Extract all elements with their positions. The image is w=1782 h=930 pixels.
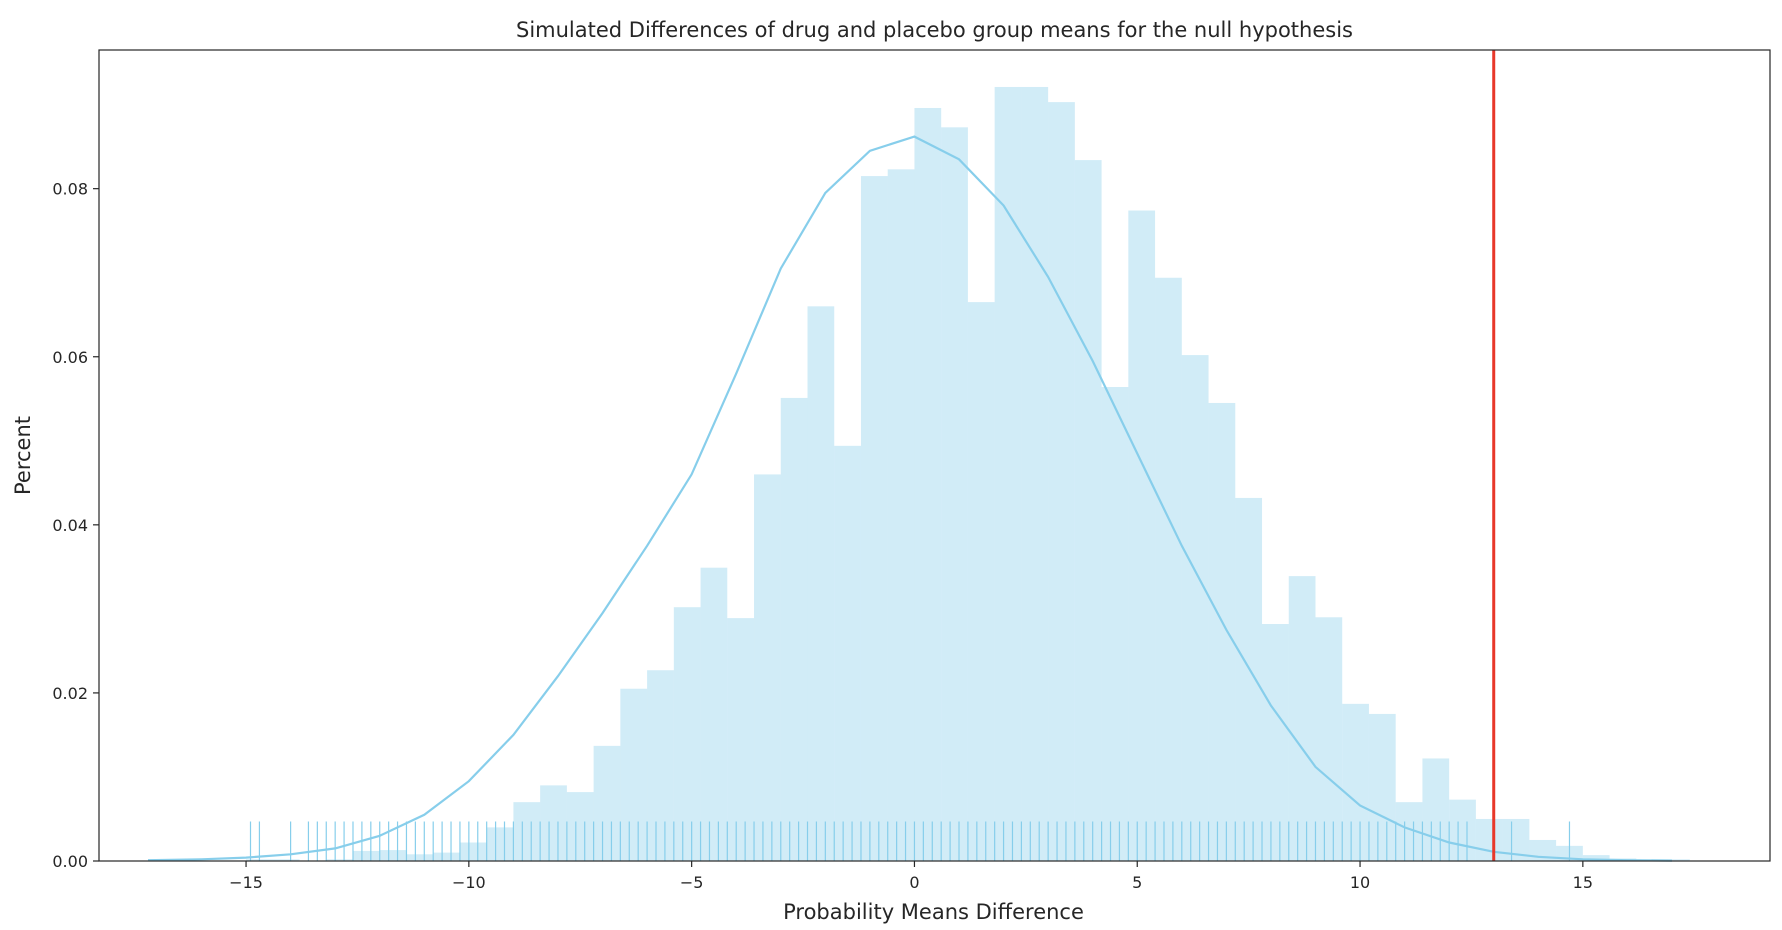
histogram-bar xyxy=(352,850,380,861)
histogram-bar xyxy=(700,567,728,861)
x-tick-label: −15 xyxy=(229,873,263,892)
histogram-bar xyxy=(326,859,353,861)
histogram-bar xyxy=(620,688,648,861)
histogram-bar xyxy=(1155,277,1182,861)
histogram-bar xyxy=(1475,818,1503,861)
histogram-bar xyxy=(1342,703,1369,861)
histogram-bar xyxy=(1235,497,1263,861)
histogram-bar xyxy=(1288,576,1316,861)
histogram-bar xyxy=(807,306,835,861)
x-tick-label: −5 xyxy=(680,873,704,892)
plot-frame xyxy=(98,49,1771,862)
histogram-bar xyxy=(727,618,755,861)
histogram-bar xyxy=(887,169,915,861)
histogram-bar xyxy=(860,176,888,861)
x-axis-label: Probability Means Difference xyxy=(783,900,1084,924)
histogram-bar xyxy=(1048,102,1075,861)
histogram-bars xyxy=(246,86,1690,862)
y-axis-label: Percent xyxy=(11,416,35,495)
chart-title: Simulated Differences of drug and placeb… xyxy=(516,18,1353,42)
histogram-bar xyxy=(1582,855,1610,861)
histogram-bar xyxy=(1262,624,1289,861)
x-tick-label: 5 xyxy=(1132,873,1142,892)
histogram-bar xyxy=(566,792,594,861)
x-axis-ticks: −15 −10 −5 0 5 10 15 xyxy=(229,861,1593,892)
histogram-bar xyxy=(1449,799,1476,861)
kde-curve xyxy=(147,135,1673,862)
histogram-bar xyxy=(1422,758,1450,861)
histogram-bar xyxy=(433,852,460,861)
histogram-bar xyxy=(1101,387,1129,861)
histogram-bar xyxy=(1128,210,1156,861)
x-tick-label: 15 xyxy=(1573,873,1593,892)
histogram-bar xyxy=(834,445,861,861)
y-tick-label: 0.06 xyxy=(52,348,88,367)
histogram-bar xyxy=(379,850,407,861)
histogram-bar xyxy=(754,474,781,861)
histogram-bar xyxy=(406,854,434,861)
y-axis-ticks: 0.00 0.02 0.04 0.06 0.08 xyxy=(52,180,99,871)
x-tick-label: 10 xyxy=(1350,873,1370,892)
histogram-bar xyxy=(1074,160,1102,861)
y-tick-label: 0.02 xyxy=(52,684,88,703)
x-tick-label: 0 xyxy=(909,873,919,892)
histogram-bar xyxy=(967,302,995,861)
histogram-bar xyxy=(914,107,942,862)
x-tick-label: −10 xyxy=(452,873,486,892)
histogram-bar xyxy=(593,745,621,861)
y-tick-label: 0.00 xyxy=(52,852,88,871)
histogram-bar xyxy=(459,842,487,861)
histogram-bar xyxy=(647,670,674,861)
y-tick-label: 0.08 xyxy=(52,180,88,199)
histogram-bar xyxy=(1663,859,1690,861)
histogram-bar xyxy=(272,859,300,861)
histogram-bar xyxy=(1021,86,1049,861)
histogram-bar xyxy=(1368,713,1396,861)
histogram-bar xyxy=(780,397,808,861)
histogram-bar xyxy=(1181,355,1209,861)
rug-ticks xyxy=(249,821,1571,861)
histogram-bar xyxy=(540,785,567,861)
histogram-bar xyxy=(941,127,968,862)
histogram-bar xyxy=(1208,402,1236,861)
histogram-bar xyxy=(486,827,514,861)
histogram-bar xyxy=(1315,617,1343,861)
histogram-bar xyxy=(994,86,1022,861)
histogram-bar xyxy=(513,802,541,861)
y-tick-label: 0.04 xyxy=(52,516,88,535)
histogram-bar xyxy=(673,607,701,861)
